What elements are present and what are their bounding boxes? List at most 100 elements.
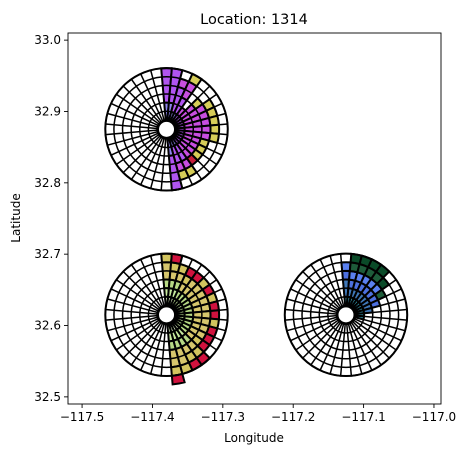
rose-spoke: [168, 323, 184, 375]
rose-spoke: [175, 131, 226, 146]
x-axis-label: Longitude: [224, 431, 284, 445]
rose-ring: [335, 304, 357, 326]
rose-outer-ring: [283, 252, 409, 378]
rose-spoke: [286, 316, 338, 332]
x-tick-label: −117.0: [412, 410, 456, 424]
rose-outer-ring: [104, 252, 229, 378]
rose-spoke: [319, 259, 343, 307]
x-tick-label: −117.1: [341, 410, 385, 424]
x-tick-label: −117.2: [271, 410, 315, 424]
rose-ring: [292, 261, 400, 369]
rose-spoke: [171, 78, 203, 122]
rose-spoke: [149, 255, 165, 306]
rose-spoke: [175, 129, 228, 136]
rose-spoke: [355, 308, 408, 315]
rose-spoke: [290, 288, 338, 312]
rose-ring: [139, 101, 195, 157]
rose-spoke: [139, 137, 164, 186]
rose-spoke: [115, 134, 160, 166]
rose-spoke: [166, 138, 173, 191]
rose-spoke: [168, 69, 184, 121]
rose-spoke: [295, 319, 339, 351]
rose-spoke: [105, 129, 158, 136]
rose-spoke: [355, 314, 408, 321]
rose-spoke: [329, 323, 345, 375]
y-axis-label: Latitude: [9, 193, 23, 242]
rose-spoke: [122, 135, 161, 174]
y-tick-label: 32.7: [34, 247, 61, 261]
rose-spoke: [149, 138, 165, 189]
rose-spoke: [107, 112, 158, 128]
rose-spoke: [139, 323, 164, 371]
rose-spoke: [354, 288, 402, 312]
rose-spoke: [149, 69, 165, 121]
rose-hub: [157, 119, 177, 139]
y-tick-label: 33.0: [34, 33, 61, 47]
rose-spoke: [172, 135, 211, 174]
rose-spoke: [107, 316, 158, 332]
rose-spoke: [302, 270, 340, 309]
rose-spoke: [175, 316, 226, 332]
rose-spoke: [349, 259, 373, 307]
rose-spoke: [173, 279, 218, 310]
y-tick-label: 32.6: [34, 319, 61, 333]
rose-spoke: [107, 131, 158, 146]
rose-spoke: [349, 323, 373, 371]
rose-ring: [130, 278, 203, 351]
rose-spoke: [339, 253, 346, 306]
rose-spoke: [284, 308, 337, 315]
rose-spoke: [172, 321, 211, 359]
rose-spoke: [295, 279, 339, 310]
rose-spoke: [353, 319, 397, 351]
rose-spoke: [319, 323, 343, 371]
rose-hub: [157, 305, 177, 325]
rose-spoke: [166, 68, 173, 120]
rose-spoke: [110, 288, 159, 312]
rose-spoke: [130, 78, 162, 122]
rose-spoke: [110, 102, 159, 126]
rose-spoke: [339, 324, 346, 376]
rose-spoke: [166, 253, 173, 306]
rose-spoke: [169, 137, 194, 186]
rose-ring: [147, 295, 186, 334]
rose-spoke: [173, 134, 218, 166]
rose-spoke: [284, 314, 337, 321]
rose-spoke: [171, 264, 203, 308]
rose-ring: [156, 119, 177, 140]
rose-spoke: [105, 308, 158, 315]
rose-spoke: [347, 323, 363, 375]
rose-spoke: [139, 259, 164, 307]
rose-spoke: [160, 253, 167, 306]
rose-spoke: [171, 136, 203, 180]
rose-spoke: [302, 321, 340, 359]
plot-frame: [67, 32, 442, 405]
y-tick-label: 32.8: [34, 176, 61, 190]
rose-spoke: [174, 318, 223, 342]
rose-spoke: [290, 318, 338, 342]
rose-ring: [309, 278, 383, 351]
rose-ring: [156, 304, 177, 326]
rose-spoke: [139, 73, 164, 122]
rose-spoke: [107, 298, 158, 314]
rose-spoke: [169, 323, 194, 371]
rose-spoke: [105, 123, 158, 130]
wind-rose-3: [283, 252, 409, 378]
rose-spoke: [329, 255, 345, 306]
rose-spoke: [171, 322, 203, 366]
rose-ring: [121, 270, 212, 360]
rose-spoke: [149, 323, 165, 375]
rose-ring: [113, 75, 220, 183]
rose-spoke: [130, 136, 162, 180]
rose-spoke: [172, 270, 211, 309]
rose-spoke: [175, 112, 226, 128]
rose-spoke: [175, 308, 228, 315]
rose-spoke: [174, 102, 223, 126]
rose-spoke: [354, 316, 406, 332]
y-axis: 32.5 32.6 32.7 32.8 32.9 33.0: [34, 33, 68, 404]
rose-hub: [336, 305, 356, 325]
rose-ring: [121, 84, 212, 175]
rose-spoke: [175, 298, 226, 314]
rose-spoke: [105, 314, 158, 321]
rose-spoke: [286, 298, 338, 314]
